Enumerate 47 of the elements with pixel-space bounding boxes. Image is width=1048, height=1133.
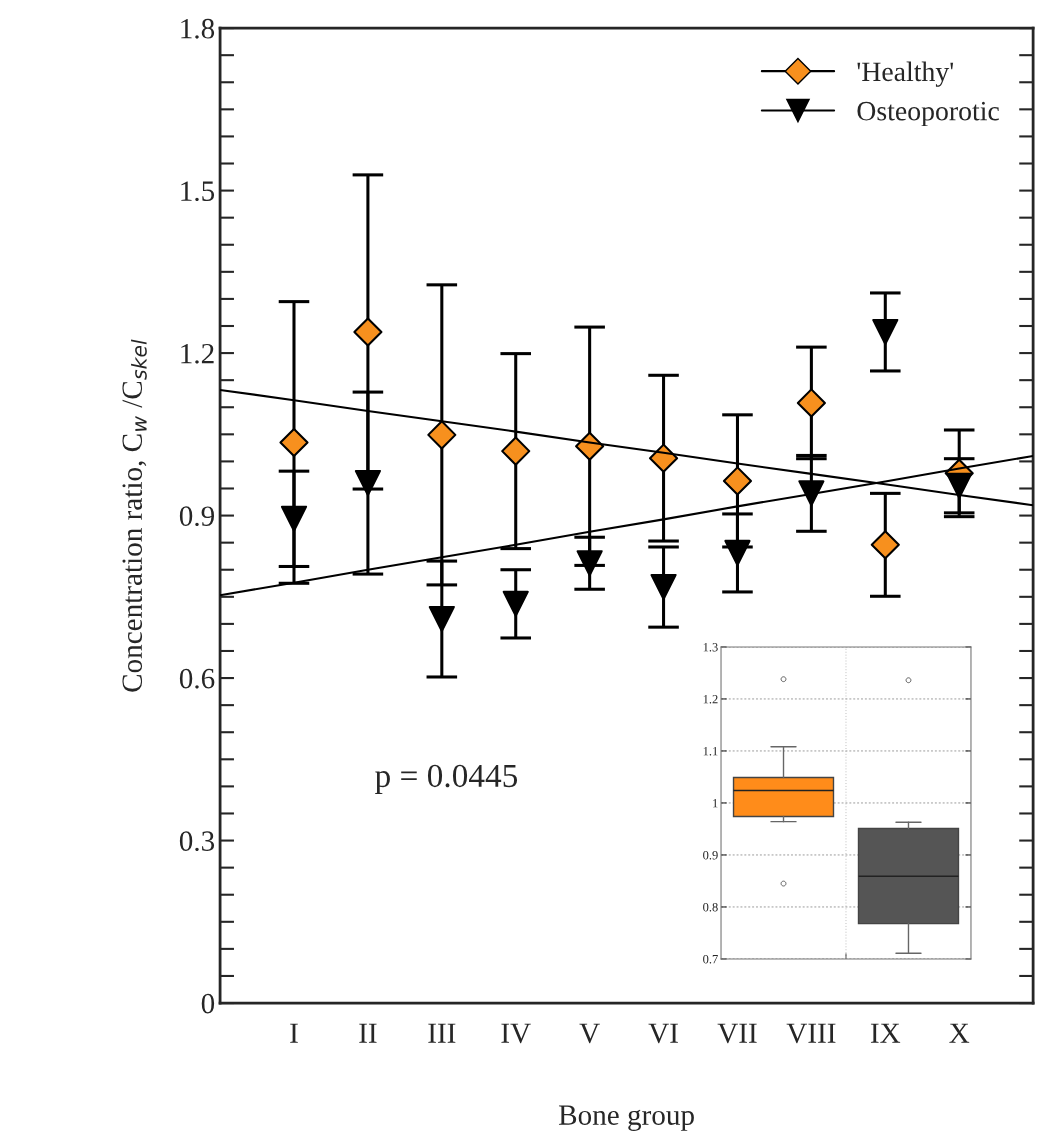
point — [428, 605, 455, 633]
x-tick-label: III — [428, 1023, 456, 1043]
x-tick-label: X — [949, 1023, 970, 1043]
y-tick-label: 1.5 — [181, 181, 215, 202]
x-tick-label: I — [290, 1023, 298, 1043]
x-tick-label: VI — [648, 1023, 678, 1044]
x-tick-label: V — [579, 1023, 600, 1044]
point — [354, 470, 381, 497]
y-tick-label: 1.2 — [703, 695, 718, 704]
point — [427, 420, 457, 450]
x-tick-label: IX — [870, 1023, 901, 1043]
point — [279, 427, 309, 458]
point — [724, 539, 751, 567]
point — [650, 574, 677, 601]
legend-label: 'Healthy' — [857, 61, 954, 87]
point — [796, 388, 826, 418]
y-tick-label: 0.6 — [179, 668, 215, 689]
y-tick-label: 1.2 — [181, 343, 214, 364]
x-tick-label: II — [359, 1023, 377, 1043]
point — [576, 550, 603, 577]
x-axis-title: Bone group — [558, 1105, 694, 1131]
point — [502, 590, 529, 617]
x-tick-label: VIII — [786, 1023, 836, 1044]
y-tick-label: 0.3 — [179, 831, 215, 852]
annotation: p = 0.0445 — [375, 764, 518, 794]
point — [870, 530, 900, 560]
point — [946, 472, 973, 499]
point — [722, 466, 753, 496]
legend-label: Osteoporotic — [857, 101, 999, 127]
point — [648, 443, 679, 473]
y-tick-label: 1 — [713, 799, 718, 808]
point — [501, 436, 531, 466]
point — [353, 317, 383, 347]
y-axis-title: Concentration ratio, C$_{w}$ /C$_{skel}$ — [122, 339, 147, 692]
y-tick-label: 1.3 — [703, 643, 718, 652]
y-tick-label: 0.9 — [703, 850, 718, 860]
point — [872, 318, 899, 346]
x-tick-label: IV — [501, 1023, 531, 1044]
y-tick-label: 0 — [201, 993, 215, 1014]
y-tick-label: 0.9 — [179, 506, 215, 527]
y-tick-label: 0.8 — [703, 902, 718, 912]
point — [280, 505, 308, 532]
y-tick-label: 1.1 — [703, 747, 718, 756]
y-tick-label: 1.8 — [181, 18, 215, 39]
x-tick-label: VII — [717, 1023, 757, 1044]
y-tick-label: 0.7 — [703, 955, 718, 964]
point — [798, 480, 825, 507]
